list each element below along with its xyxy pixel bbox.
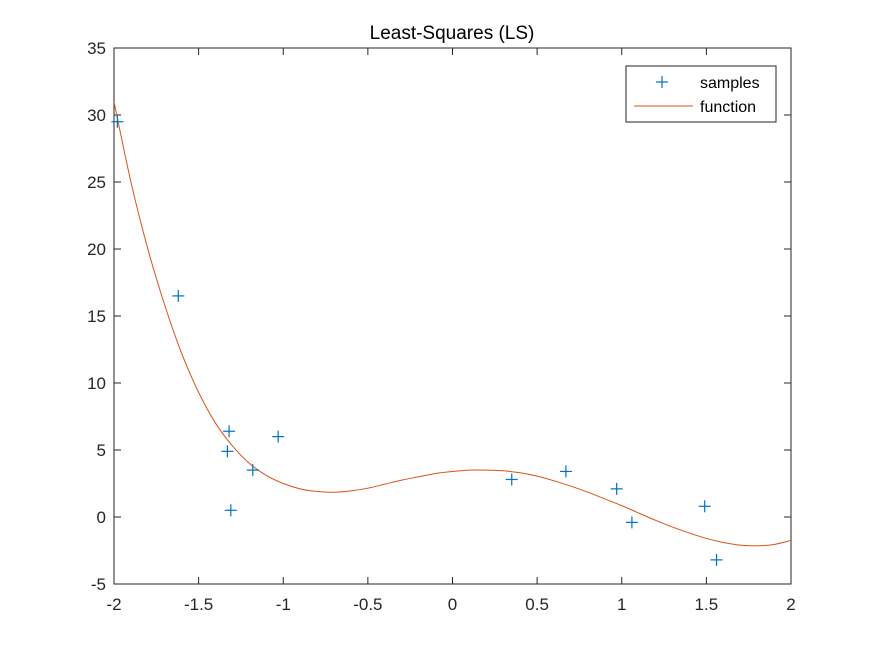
sample-point: [710, 553, 723, 566]
sample-point: [223, 425, 236, 438]
x-tick-label: -1.5: [184, 595, 213, 614]
legend-entry-function: function: [634, 99, 756, 116]
sample-point: [505, 473, 518, 486]
y-tick-label: -5: [91, 575, 106, 594]
axes-box: [113, 47, 792, 585]
y-tick-label: 0: [97, 508, 106, 527]
legend: samples function: [625, 65, 777, 123]
y-tick-label: 10: [87, 374, 106, 393]
x-tick-label: -1: [276, 595, 291, 614]
y-axis: -5 0 5 10 15 20 25 30 35: [87, 39, 791, 594]
y-tick-label: 35: [87, 39, 106, 58]
series-layer: [111, 101, 792, 566]
legend-entry-samples: samples: [656, 75, 760, 92]
sample-point: [224, 504, 237, 517]
sample-point: [698, 500, 711, 513]
y-tick-label: 15: [87, 307, 106, 326]
x-axis: -2 -1.5 -1 -0.5 0 0.5 1 1.5 2: [106, 48, 796, 614]
legend-plus-glyph: [656, 76, 668, 88]
function-line: [113, 101, 792, 547]
sample-point: [172, 289, 185, 302]
y-tick-label: 20: [87, 240, 106, 259]
x-tick-label: 2: [786, 595, 795, 614]
x-tick-label: 1: [617, 595, 626, 614]
y-tick-label: 5: [97, 441, 106, 460]
plot-area: -2 -1.5 -1 -0.5 0 0.5 1 1.5 2 -5 0 5 10 15 20 25 30 35: [87, 39, 796, 614]
sample-point: [221, 445, 234, 458]
legend-box: [625, 65, 777, 123]
legend-plus-marker: [656, 76, 668, 88]
chart-title: Least-Squares (LS): [370, 23, 535, 44]
x-tick-label: -2: [106, 595, 121, 614]
y-tick-label: 25: [87, 173, 106, 192]
x-tick-label: 0.5: [525, 595, 549, 614]
y-tick-label: 30: [87, 106, 106, 125]
legend-label-function: function: [700, 99, 756, 116]
sample-point: [272, 430, 285, 443]
x-tick-label: 0: [448, 595, 457, 614]
sample-point: [559, 465, 572, 478]
x-tick-label: 1.5: [695, 595, 719, 614]
sample-point: [625, 516, 638, 529]
sample-point: [610, 482, 623, 495]
sample-point: [246, 464, 259, 477]
legend-label-samples: samples: [700, 75, 760, 92]
x-tick-label: -0.5: [353, 595, 382, 614]
sample-point: [111, 115, 124, 128]
